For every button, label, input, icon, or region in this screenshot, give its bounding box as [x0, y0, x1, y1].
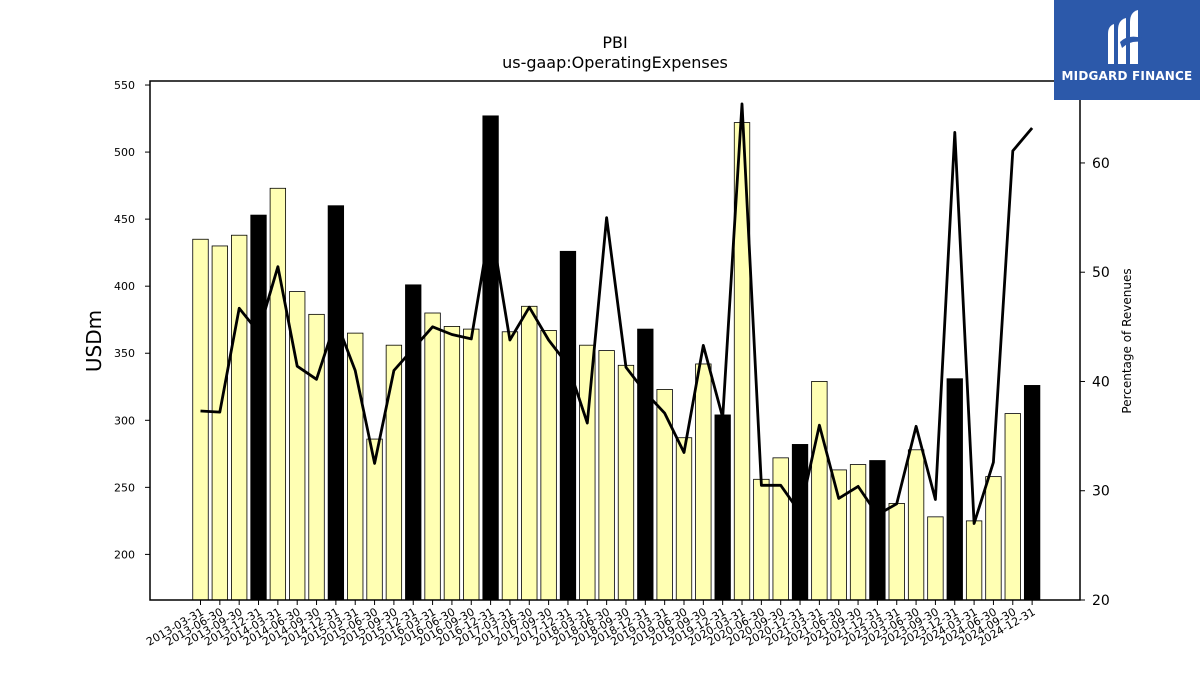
bar: [522, 306, 538, 600]
y-tick-label: 400: [114, 280, 135, 293]
bar: [696, 364, 712, 600]
bar: [309, 314, 325, 600]
bar: [966, 521, 982, 600]
bar: [850, 465, 866, 600]
y-tick-label: 300: [114, 414, 135, 427]
bar: [947, 379, 963, 600]
brand-name: MIDGARD FINANCE: [1054, 69, 1200, 83]
midgard-logo-icon: [1104, 8, 1150, 68]
bar: [193, 239, 209, 600]
bar: [270, 188, 286, 600]
bar: [928, 517, 944, 600]
y2-tick-label: 60: [1092, 156, 1110, 172]
bar: [502, 332, 518, 600]
bar: [1005, 414, 1021, 600]
bar: [599, 351, 615, 600]
bar: [212, 246, 228, 600]
bar: [792, 444, 808, 600]
bar: [386, 345, 402, 600]
y2-tick-label: 50: [1092, 265, 1110, 281]
percentage-line: [201, 104, 1033, 524]
bar: [773, 458, 789, 600]
y-tick-label: 200: [114, 548, 135, 561]
y2-axis-label: Percentage of Revenues: [1120, 268, 1134, 413]
y-tick-label: 350: [114, 347, 135, 360]
bar: [1024, 385, 1040, 600]
bar: [425, 313, 441, 600]
bar: [618, 365, 634, 600]
right-axis: 20 30 40 50 60: [1080, 156, 1110, 609]
bar: [638, 329, 654, 600]
bar: [464, 329, 480, 600]
x-axis: 2013-03-312013-06-302013-09-302013-12-31…: [144, 600, 1037, 649]
bar: [483, 116, 499, 600]
y-axis-label: USDm: [82, 310, 106, 372]
bar: [231, 235, 247, 600]
y2-tick-label: 20: [1092, 593, 1110, 609]
bar: [831, 470, 847, 600]
bar: [328, 206, 344, 600]
bar: [986, 477, 1002, 600]
left-axis: 200 250 300 350 400 450 500 550: [114, 79, 150, 561]
bar: [251, 215, 267, 600]
bar: [405, 285, 421, 600]
chart-subtitle: us-gaap:OperatingExpenses: [502, 53, 728, 72]
y-tick-label: 550: [114, 79, 135, 92]
bar: [870, 461, 886, 600]
brand-logo: MIDGARD FINANCE: [1054, 0, 1200, 100]
bar-group: [193, 116, 1040, 600]
bar: [560, 251, 576, 600]
y-tick-label: 500: [114, 146, 135, 159]
chart-title: PBI: [602, 33, 627, 52]
bar: [812, 381, 828, 600]
y2-tick-label: 30: [1092, 484, 1110, 500]
y2-tick-label: 40: [1092, 374, 1110, 390]
bar: [889, 503, 905, 600]
bar: [754, 479, 770, 600]
y-tick-label: 450: [114, 213, 135, 226]
line-group: [201, 104, 1033, 524]
bar: [715, 415, 731, 600]
bar: [676, 438, 692, 600]
bar: [541, 330, 557, 600]
bar: [444, 326, 460, 600]
bar: [908, 450, 924, 600]
y-tick-label: 250: [114, 481, 135, 494]
bar: [580, 345, 596, 600]
